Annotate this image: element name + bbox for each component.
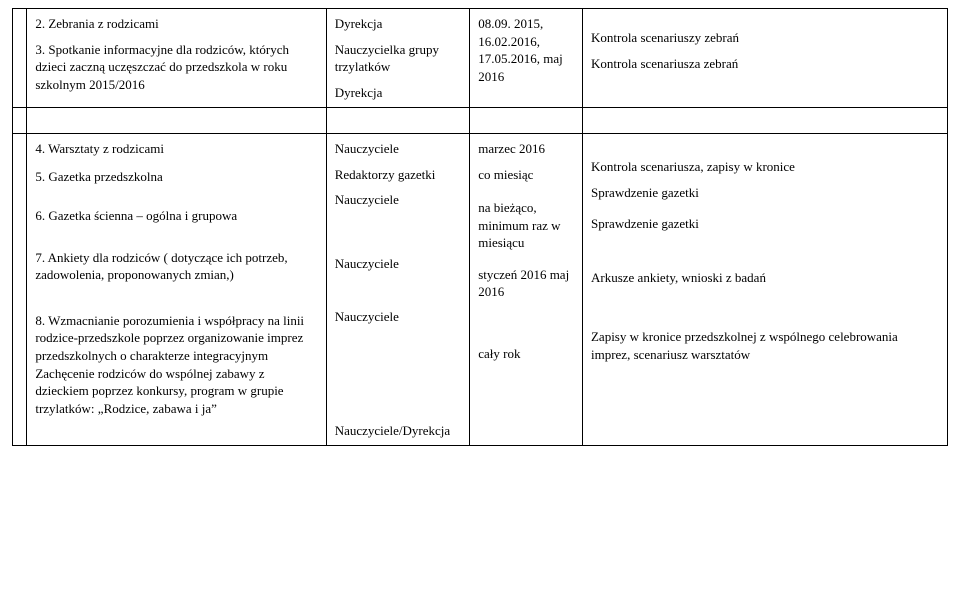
responsible-cell: Dyrekcja Nauczycielka grupy trzylatków D… [326,9,470,108]
control-cell: Kontrola scenariuszy zebrań Kontrola sce… [582,9,947,108]
document-table: 2. Zebrania z rodzicami 3. Spotkanie inf… [12,8,948,446]
control-line: Zapisy w kronice przedszkolnej z wspólne… [591,328,939,363]
activity-item-3: 3. Spotkanie informacyjne dla rodziców, … [35,41,317,94]
activity-item-2: 2. Zebrania z rodzicami [35,15,317,33]
term-line: 08.09. 2015, 16.02.2016, 17.05.2016, maj… [478,15,574,85]
control-line: Kontrola scenariuszy zebrań [591,29,939,47]
term-line: co miesiąc [478,166,574,184]
control-line: Sprawdzenie gazetki [591,215,939,233]
control-line: Sprawdzenie gazetki [591,184,939,202]
responsible-cell: Nauczyciele Redaktorzy gazetki Nauczycie… [326,134,470,446]
activity-item-7: 7. Ankiety dla rodziców ( dotyczące ich … [35,249,317,284]
term-line: marzec 2016 [478,140,574,158]
responsible-line: Nauczyciele [335,140,462,158]
control-cell: Kontrola scenariusza, zapisy w kronice S… [582,134,947,446]
activity-item-5: 5. Gazetka przedszkolna [35,168,317,186]
responsible-line: Redaktorzy gazetki [335,166,462,184]
responsible-line: Nauczyciele [335,191,462,209]
responsible-line: Nauczycielka grupy trzylatków [335,41,462,76]
table-row: 2. Zebrania z rodzicami 3. Spotkanie inf… [13,9,948,108]
table-gap-row [13,108,948,134]
term-cell: 08.09. 2015, 16.02.2016, 17.05.2016, maj… [470,9,583,108]
term-cell: marzec 2016 co miesiąc na bieżąco, minim… [470,134,583,446]
activity-item-8b: Zachęcenie rodziców do wspólnej zabawy z… [35,366,283,416]
control-line: Kontrola scenariusza zebrań [591,55,939,73]
term-line: cały rok [478,345,574,363]
activity-cell: 4. Warsztaty z rodzicami 5. Gazetka prze… [27,134,326,446]
activity-cell: 2. Zebrania z rodzicami 3. Spotkanie inf… [27,9,326,108]
table-row: 4. Warsztaty z rodzicami 5. Gazetka prze… [13,134,948,446]
activity-item-8: 8. Wzmacnianie porozumienia i współpracy… [35,313,304,363]
control-line: Arkusze ankiety, wnioski z badań [591,269,939,287]
activity-item-6: 6. Gazetka ścienna – ogólna i grupowa [35,207,317,225]
responsible-line: Dyrekcja [335,84,462,102]
term-line: styczeń 2016 maj 2016 [478,266,574,301]
lead-cell [13,9,27,108]
responsible-line: Dyrekcja [335,15,462,33]
responsible-line: Nauczyciele [335,308,462,326]
control-line: Kontrola scenariusza, zapisy w kronice [591,158,939,176]
lead-cell [13,134,27,446]
responsible-line: Nauczyciele [335,255,462,273]
activity-item-4: 4. Warsztaty z rodzicami [35,140,317,158]
term-line: na bieżąco, minimum raz w miesiącu [478,199,574,252]
responsible-line: Nauczyciele/Dyrekcja [335,422,462,440]
